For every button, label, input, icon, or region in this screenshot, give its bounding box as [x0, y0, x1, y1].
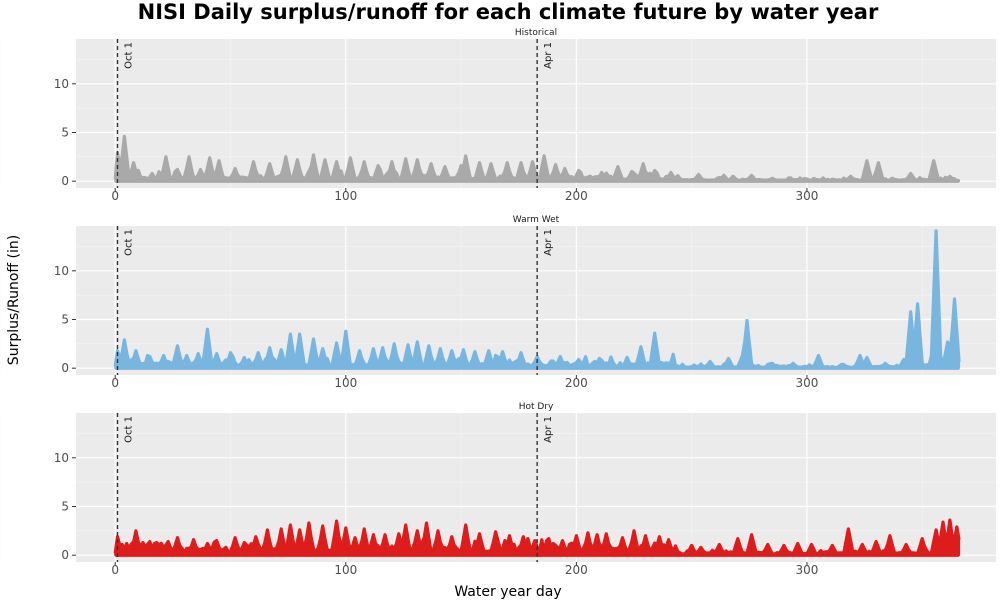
y-tick-label: 5 [61, 312, 69, 326]
x-tick-label: 300 [795, 376, 818, 390]
panel-strip-label: Hot Dry [519, 402, 554, 412]
chart-title: NISI Daily surplus/runoff for each clima… [138, 0, 879, 24]
y-axis-title: Surplus/Runoff (in) [6, 235, 22, 365]
x-tick-label: 100 [334, 189, 357, 203]
y-tick-label: 10 [54, 77, 69, 91]
x-tick-label: 100 [334, 376, 357, 390]
y-tick-label: 0 [61, 174, 69, 188]
x-tick-label: 300 [795, 563, 818, 577]
x-tick-label: 0 [111, 563, 119, 577]
y-tick-label: 5 [61, 125, 69, 139]
panel-strip-label: Historical [515, 28, 557, 38]
x-tick-label: 200 [565, 189, 588, 203]
reference-line-label: Oct 1 [124, 42, 135, 69]
panel-background [76, 226, 996, 375]
series-line [113, 229, 961, 370]
y-tick-label: 5 [61, 499, 69, 513]
reference-line-label: Apr 1 [543, 229, 554, 256]
panel-background [76, 39, 996, 188]
y-tick-label: 10 [54, 451, 69, 465]
panel-strip-label: Warm Wet [513, 215, 560, 225]
reference-line-label: Oct 1 [124, 416, 135, 443]
y-tick-label: 10 [54, 264, 69, 278]
x-tick-label: 0 [111, 376, 119, 390]
reference-line-label: Apr 1 [543, 42, 554, 69]
x-tick-label: 200 [565, 563, 588, 577]
x-tick-label: 200 [565, 376, 588, 390]
x-tick-label: 100 [334, 563, 357, 577]
x-axis-title: Water year day [454, 584, 561, 600]
x-tick-label: 0 [111, 189, 119, 203]
y-tick-label: 0 [61, 548, 69, 562]
panel-background [76, 413, 996, 562]
reference-line-label: Apr 1 [543, 416, 554, 443]
x-tick-label: 300 [795, 189, 818, 203]
y-tick-label: 0 [61, 361, 69, 375]
reference-line-label: Oct 1 [124, 229, 135, 256]
